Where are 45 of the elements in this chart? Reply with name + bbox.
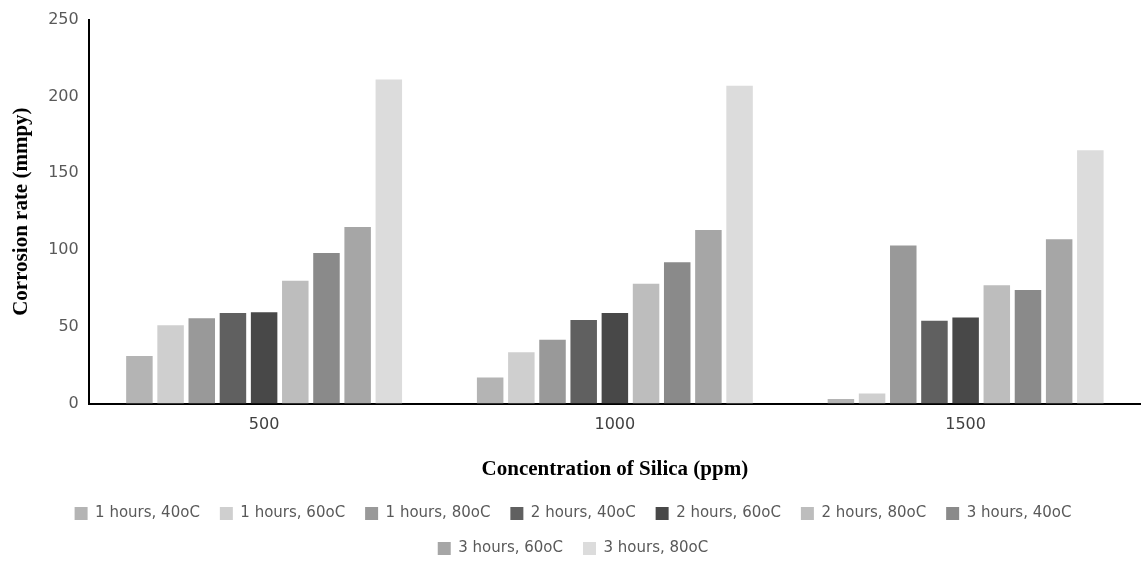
bar bbox=[952, 317, 979, 404]
bar bbox=[663, 262, 691, 404]
x-tick-label: 1000 bbox=[594, 414, 636, 434]
bar bbox=[219, 312, 247, 404]
y-tick-label: 50 bbox=[58, 315, 79, 335]
x-tick-label: 500 bbox=[248, 414, 280, 434]
x-tick-label: 1500 bbox=[945, 414, 986, 434]
legend-label: 1 hours, 40oC bbox=[95, 503, 200, 522]
bar bbox=[1045, 239, 1073, 404]
bar bbox=[188, 318, 216, 404]
legend-label: 2 hours, 60oC bbox=[676, 503, 781, 522]
bar bbox=[1014, 289, 1042, 404]
bar bbox=[282, 280, 309, 404]
legend-label: 2 hours, 80oC bbox=[821, 503, 927, 522]
y-tick-label: 100 bbox=[48, 239, 79, 259]
bar bbox=[601, 312, 629, 404]
bar bbox=[126, 355, 153, 404]
y-tick-label: 150 bbox=[48, 162, 79, 182]
bar bbox=[476, 377, 504, 404]
bar bbox=[508, 352, 535, 404]
bar bbox=[570, 319, 597, 404]
bar bbox=[983, 285, 1011, 404]
bar bbox=[375, 79, 403, 404]
bar bbox=[539, 339, 566, 404]
y-tick-label: 0 bbox=[68, 392, 79, 412]
bar bbox=[726, 85, 753, 404]
legend-label: 1 hours, 60oC bbox=[240, 503, 346, 522]
y-tick-label: 200 bbox=[48, 85, 79, 105]
bar bbox=[921, 320, 948, 404]
y-axis-title: Corrosion rate (mmpy) bbox=[8, 107, 33, 316]
legend-label: 3 hours, 40oC bbox=[966, 503, 1072, 522]
legend-label: 1 hours, 80oC bbox=[385, 503, 491, 522]
y-tick-label: 250 bbox=[48, 8, 79, 28]
legend-label: 3 hours, 60oC bbox=[458, 538, 564, 557]
bar bbox=[1077, 150, 1104, 404]
bar bbox=[250, 312, 278, 404]
bar bbox=[313, 253, 340, 404]
bar bbox=[632, 283, 660, 404]
bar bbox=[695, 230, 722, 404]
x-axis-title: Concentration of Silica (ppm) bbox=[481, 455, 749, 480]
bar bbox=[890, 245, 917, 404]
legend-label: 2 hours, 40oC bbox=[530, 503, 636, 522]
bar bbox=[157, 325, 184, 404]
legend-label: 3 hours, 80oC bbox=[603, 538, 709, 557]
bar bbox=[344, 226, 371, 404]
